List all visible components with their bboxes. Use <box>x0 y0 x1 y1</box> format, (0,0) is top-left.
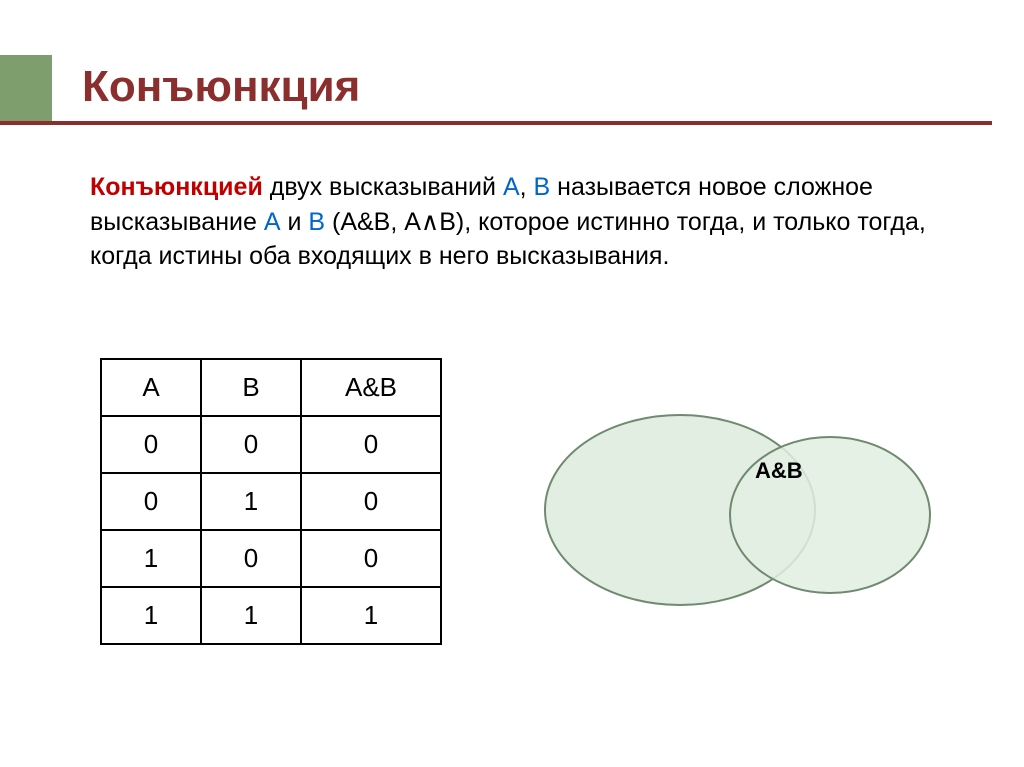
cell: 1 <box>201 587 301 644</box>
cell: 0 <box>201 416 301 473</box>
var-a2: А <box>264 208 281 236</box>
title-underline <box>52 121 992 125</box>
term-highlight: Конъюнкцией <box>90 173 270 201</box>
truth-table: А В A&B 0 0 0 0 1 0 1 0 0 1 1 1 <box>100 358 442 645</box>
col-header-a: А <box>101 359 201 416</box>
cell: 0 <box>101 473 201 530</box>
venn-svg <box>530 400 950 630</box>
def-mid1: двух высказываний <box>270 173 503 201</box>
cell: 0 <box>201 530 301 587</box>
table-row: 1 1 1 <box>101 587 441 644</box>
cell: 1 <box>201 473 301 530</box>
def-comma: , <box>520 173 534 201</box>
def-and: и <box>281 208 309 236</box>
table-row: 0 0 0 <box>101 416 441 473</box>
venn-diagram: A&B <box>530 400 950 635</box>
var-b: В <box>534 173 551 201</box>
col-header-ab: A&B <box>301 359 441 416</box>
cell: 0 <box>101 416 201 473</box>
cell: 0 <box>301 416 441 473</box>
definition-text: Конъюнкцией двух высказываний А, В назыв… <box>90 170 930 274</box>
slide: Конъюнкция Конъюнкцией двух высказываний… <box>0 0 1024 767</box>
cell: 1 <box>101 530 201 587</box>
var-b2: В <box>308 208 325 236</box>
cell: 1 <box>301 587 441 644</box>
table-header-row: А В A&B <box>101 359 441 416</box>
slide-title: Конъюнкция <box>82 62 360 112</box>
cell: 1 <box>101 587 201 644</box>
cell: 0 <box>301 530 441 587</box>
table-row: 0 1 0 <box>101 473 441 530</box>
table-row: 1 0 0 <box>101 530 441 587</box>
title-accent-bar <box>0 55 52 125</box>
col-header-b: В <box>201 359 301 416</box>
var-a: А <box>503 173 520 201</box>
venn-intersection-label: A&B <box>755 458 803 484</box>
cell: 0 <box>301 473 441 530</box>
